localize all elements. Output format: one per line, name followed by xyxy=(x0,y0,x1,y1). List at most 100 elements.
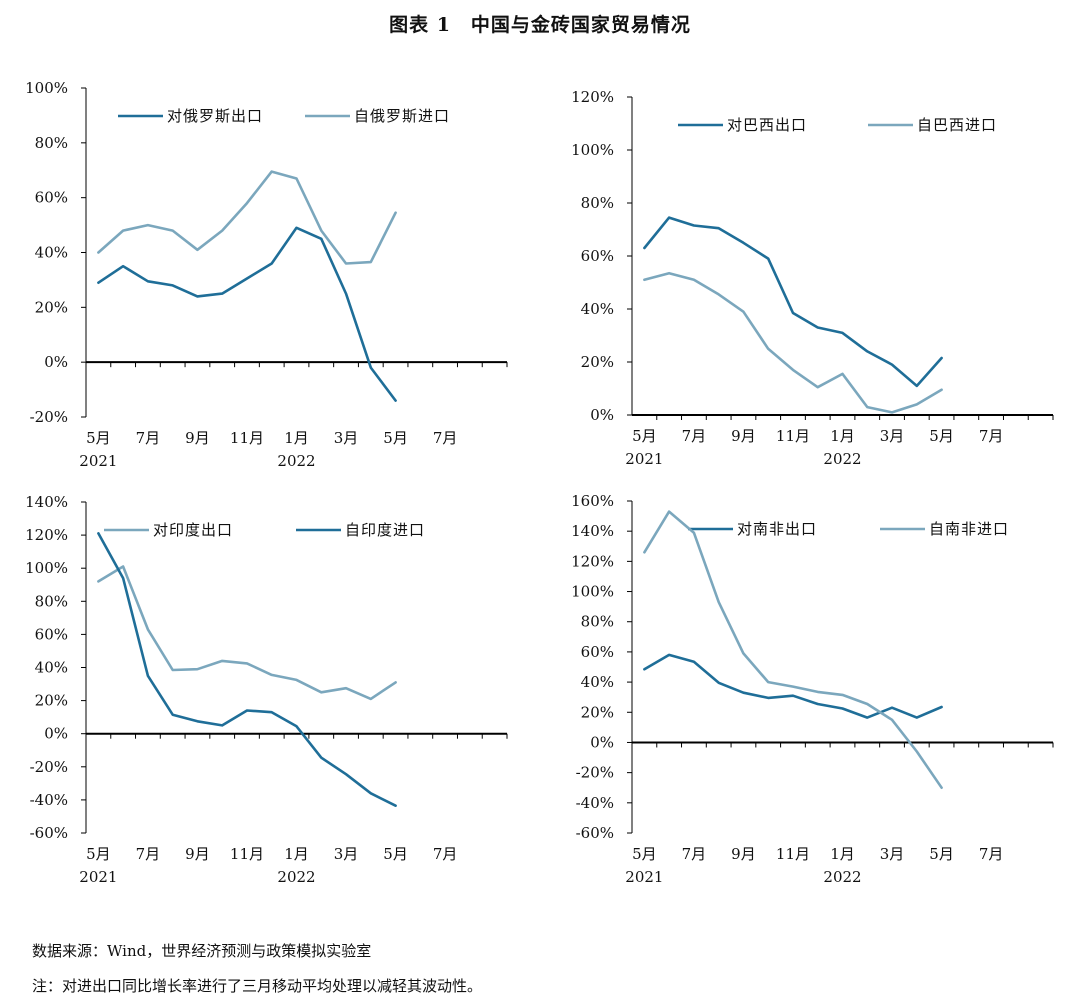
y-tick-label: 120% xyxy=(571,88,614,106)
y-tick-label: 20% xyxy=(35,692,68,710)
y-tick-label: -60% xyxy=(30,824,68,842)
x-year-label: 2022 xyxy=(277,452,315,470)
x-year-label: 2021 xyxy=(625,868,663,886)
footnote: 注：对进出口同比增长率进行了三月移动平均处理以减轻其波动性。 xyxy=(32,977,483,995)
y-tick-label: 40% xyxy=(581,300,614,318)
x-tick-label: 3月 xyxy=(334,845,359,863)
y-tick-label: 0% xyxy=(590,406,614,424)
y-tick-label: 100% xyxy=(25,79,68,97)
legend-label: 自印度进口 xyxy=(345,521,425,539)
source-note: 数据来源：Wind，世界经济预测与政策模拟实验室 xyxy=(32,942,372,960)
chart-2: 120% 100% 80% 60% 40% 20% 0% 5月 7月 9月 11月 1月 3月 5月 7月 2… xyxy=(571,88,1054,468)
y-tick-label: 100% xyxy=(571,583,614,601)
y-tick-label: 160% xyxy=(571,492,614,510)
y-tick-label: 40% xyxy=(581,673,614,691)
x-tick-label: 5月 xyxy=(929,845,954,863)
y-tick-label: 60% xyxy=(35,189,68,207)
x-tick-label: 11月 xyxy=(230,429,264,447)
y-tick-label: 20% xyxy=(581,703,614,721)
x-year-label: 2021 xyxy=(625,450,663,468)
y-tick-label: 60% xyxy=(581,247,614,265)
x-tick-label: 9月 xyxy=(731,427,756,445)
x-tick-label: 1月 xyxy=(284,429,309,447)
y-tick-label: 0% xyxy=(590,733,614,751)
y-tick-label: -60% xyxy=(576,824,614,842)
y-tick-label: -40% xyxy=(30,791,68,809)
x-tick-label: 1月 xyxy=(830,427,855,445)
y-tick-label: -20% xyxy=(30,408,68,426)
legend-label: 对巴西出口 xyxy=(727,116,807,134)
legend-label: 对印度出口 xyxy=(153,521,233,539)
series-line-2 xyxy=(97,532,397,808)
legend-label: 自南非进口 xyxy=(929,520,1009,538)
legend-label: 自巴西进口 xyxy=(917,116,997,134)
y-tick-label: 80% xyxy=(35,134,68,152)
chart-1: 100% 80% 60% 40% 20% 0% -20% 5月 7月 9月 11月 1月 3月 5月 7月 2… xyxy=(25,79,508,470)
x-tick-label: 7月 xyxy=(682,427,707,445)
x-tick-label: 5月 xyxy=(383,429,408,447)
x-year-label: 2021 xyxy=(79,868,117,886)
x-tick-label: 7月 xyxy=(979,845,1004,863)
x-tick-label: 7月 xyxy=(136,429,161,447)
chart-3: 140% 120% 100% 80% 60% 40% 20% 0% -20% -40% -60% 5月… xyxy=(25,493,508,886)
x-tick-label: 9月 xyxy=(185,429,210,447)
series-line-2 xyxy=(643,510,943,790)
x-tick-label: 11月 xyxy=(776,427,810,445)
x-tick-label: 7月 xyxy=(682,845,707,863)
y-tick-label: 120% xyxy=(25,526,68,544)
y-tick-label: 40% xyxy=(35,244,68,262)
charts-svg: 100% 80% 60% 40% 20% 0% -20% 5月 7月 9月 11月 1月 3月 5月 7月 2… xyxy=(25,79,1054,886)
x-tick-label: 7月 xyxy=(433,845,458,863)
series-line-2 xyxy=(97,170,397,265)
y-tick-label: 0% xyxy=(44,725,68,743)
x-year-label: 2022 xyxy=(823,868,861,886)
x-year-label: 2021 xyxy=(79,452,117,470)
y-tick-label: 80% xyxy=(35,592,68,610)
chart-4: 160% 140% 120% 100% 80% 60% 40% 20% 0% -20% -40% -6… xyxy=(571,492,1054,886)
x-tick-label: 11月 xyxy=(230,845,264,863)
x-tick-label: 5月 xyxy=(383,845,408,863)
series-line-2 xyxy=(643,271,943,414)
legend-label: 对南非出口 xyxy=(737,520,817,538)
x-year-label: 2022 xyxy=(823,450,861,468)
x-tick-label: 5月 xyxy=(86,429,111,447)
x-tick-label: 7月 xyxy=(136,845,161,863)
y-tick-label: -20% xyxy=(30,758,68,776)
x-tick-label: 3月 xyxy=(880,845,905,863)
y-tick-label: 80% xyxy=(581,194,614,212)
y-tick-label: 60% xyxy=(581,643,614,661)
x-year-label: 2022 xyxy=(277,868,315,886)
y-tick-label: 100% xyxy=(571,141,614,159)
y-tick-label: -20% xyxy=(576,764,614,782)
y-tick-label: 60% xyxy=(35,625,68,643)
x-tick-label: 5月 xyxy=(929,427,954,445)
y-tick-label: 120% xyxy=(571,552,614,570)
x-tick-label: 3月 xyxy=(880,427,905,445)
series-line-1 xyxy=(97,226,397,402)
y-tick-label: 40% xyxy=(35,659,68,677)
x-tick-label: 5月 xyxy=(86,845,111,863)
y-tick-label: 140% xyxy=(571,522,614,540)
y-tick-label: 20% xyxy=(581,353,614,371)
x-tick-label: 7月 xyxy=(979,427,1004,445)
y-tick-label: 0% xyxy=(44,353,68,371)
x-tick-label: 1月 xyxy=(830,845,855,863)
page-title: 图表 1 中国与金砖国家贸易情况 xyxy=(389,14,691,36)
x-tick-label: 9月 xyxy=(185,845,210,863)
series-line-1 xyxy=(97,565,397,701)
x-tick-label: 9月 xyxy=(731,845,756,863)
x-tick-label: 11月 xyxy=(776,845,810,863)
x-tick-label: 1月 xyxy=(284,845,309,863)
x-tick-label: 5月 xyxy=(632,427,657,445)
legend-label: 自俄罗斯进口 xyxy=(354,107,450,125)
y-tick-label: 100% xyxy=(25,559,68,577)
legend-label: 对俄罗斯出口 xyxy=(167,107,263,125)
x-tick-label: 7月 xyxy=(433,429,458,447)
x-tick-label: 5月 xyxy=(632,845,657,863)
y-tick-label: -40% xyxy=(576,794,614,812)
y-tick-label: 140% xyxy=(25,493,68,511)
y-tick-label: 20% xyxy=(35,298,68,316)
x-tick-label: 3月 xyxy=(334,429,359,447)
y-tick-label: 80% xyxy=(581,613,614,631)
series-line-1 xyxy=(643,653,943,719)
